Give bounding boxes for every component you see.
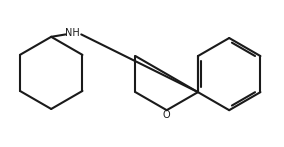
Text: O: O <box>163 110 170 120</box>
Text: NH: NH <box>66 28 80 38</box>
